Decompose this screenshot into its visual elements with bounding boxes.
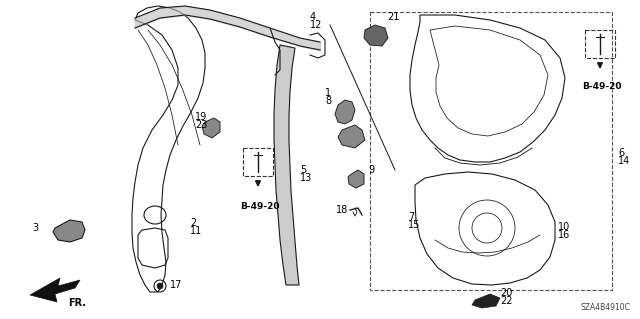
Text: SZA4B4910C: SZA4B4910C [580, 303, 630, 312]
Text: 1: 1 [325, 88, 331, 98]
Text: B-49-20: B-49-20 [240, 202, 280, 211]
Text: 13: 13 [300, 173, 312, 183]
Text: 23: 23 [195, 120, 207, 130]
Polygon shape [30, 278, 80, 302]
Polygon shape [335, 100, 355, 124]
Text: 5: 5 [300, 165, 307, 175]
Text: 16: 16 [558, 230, 570, 240]
Text: 15: 15 [408, 220, 420, 230]
Text: 4: 4 [310, 12, 316, 22]
Bar [585, 30, 615, 58]
Polygon shape [364, 25, 388, 46]
Text: 6: 6 [618, 148, 624, 158]
Circle shape [157, 283, 163, 289]
Text: 14: 14 [618, 156, 630, 166]
Text: 17: 17 [170, 280, 182, 290]
Bar [243, 148, 273, 176]
Text: 22: 22 [500, 296, 513, 306]
Text: 20: 20 [500, 288, 513, 298]
Text: 21: 21 [387, 12, 399, 22]
Polygon shape [53, 220, 85, 242]
Text: 18: 18 [336, 205, 348, 215]
Polygon shape [472, 294, 500, 308]
Polygon shape [274, 45, 299, 285]
Text: 19: 19 [195, 112, 207, 122]
Text: 8: 8 [325, 96, 331, 106]
Polygon shape [202, 118, 220, 138]
Text: 10: 10 [558, 222, 570, 232]
Text: B-49-20: B-49-20 [582, 82, 621, 91]
Bar [370, 12, 612, 290]
Text: 9: 9 [368, 165, 374, 175]
Text: 2: 2 [190, 218, 196, 228]
Text: 3: 3 [32, 223, 38, 233]
Text: 11: 11 [190, 226, 202, 236]
Polygon shape [338, 125, 365, 148]
Text: 7: 7 [408, 212, 414, 222]
Text: 12: 12 [310, 20, 323, 30]
Text: FR.: FR. [68, 298, 86, 308]
Polygon shape [348, 170, 364, 188]
